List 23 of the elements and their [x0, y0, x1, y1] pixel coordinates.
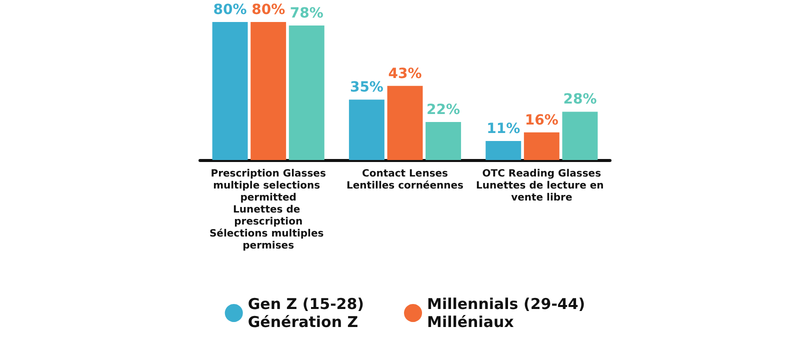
bar [524, 132, 560, 160]
bar [486, 141, 522, 160]
bar [562, 112, 598, 160]
data-label: 22% [426, 102, 460, 118]
data-label: 11% [486, 121, 520, 138]
bar [387, 86, 423, 160]
data-label: 28% [563, 92, 597, 108]
data-label: 80% [252, 2, 286, 18]
bar [212, 22, 248, 160]
legend-label: Millennials (29-44) Milléniaux [427, 295, 586, 331]
bar [426, 122, 462, 160]
bar [250, 22, 286, 160]
data-label: 16% [524, 112, 558, 128]
x-tick-label: Contact Lenses Lentilles cornéennes [346, 168, 464, 192]
legend-label: Gen Z (15-28) Génération Z [248, 295, 364, 331]
data-label: 35% [350, 80, 384, 96]
data-label: 78% [290, 5, 324, 22]
data-label: 80% [213, 2, 247, 18]
x-tick-label: Prescription Glasses multiple selections permitted Lunettes de prescription Sélections multiples permises [209, 168, 328, 252]
x-tick-label: OTC Reading Glasses Lunettes de lecture en vente libre [476, 168, 608, 204]
data-label: 43% [388, 66, 422, 82]
bar [348, 100, 384, 160]
bar [288, 25, 324, 160]
